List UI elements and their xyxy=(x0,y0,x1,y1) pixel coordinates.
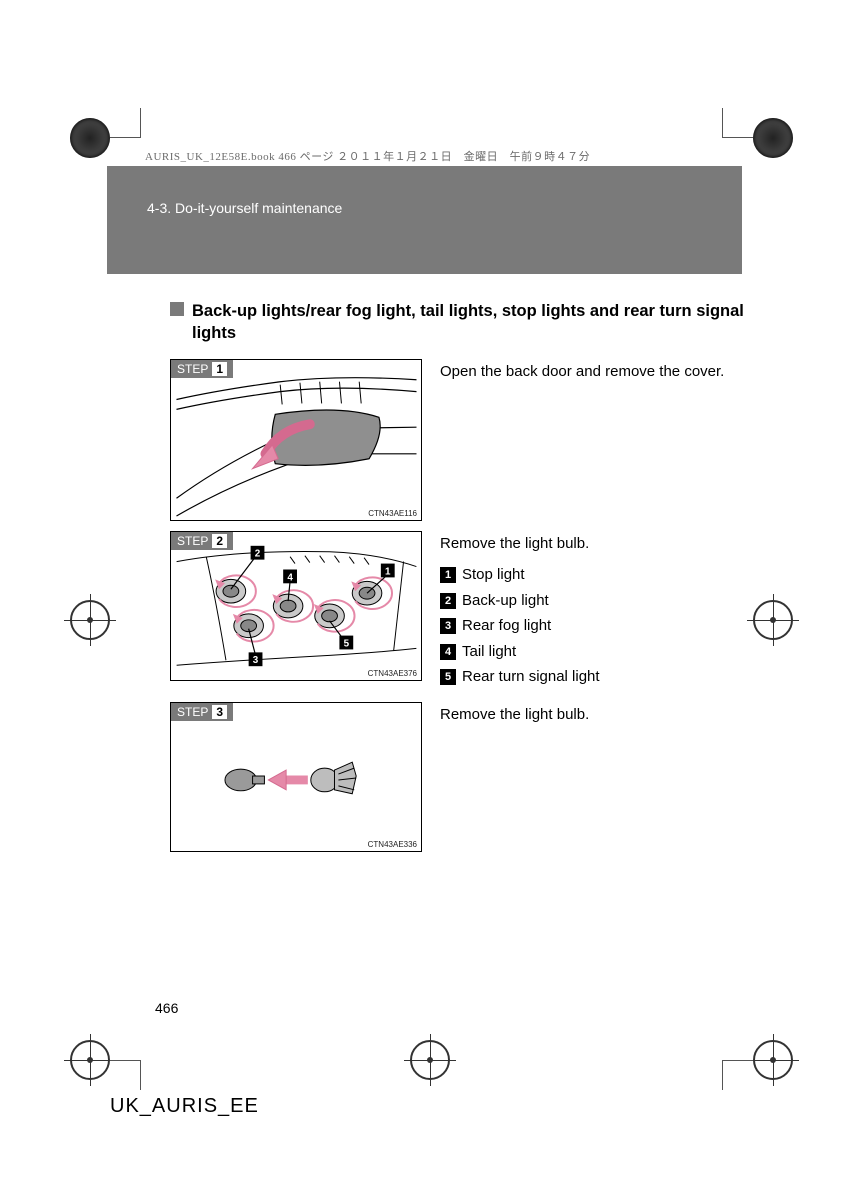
step-2-desc-text: Remove the light bulb. xyxy=(440,533,750,556)
regmark-bottom-right xyxy=(753,1040,793,1080)
regmark-bottom-left xyxy=(70,1040,110,1080)
step-label: STEP xyxy=(177,362,208,376)
section-band-text: 4-3. Do-it-yourself maintenance xyxy=(147,200,342,216)
figure-3-illustration xyxy=(171,703,421,851)
list-item: 4 Tail light xyxy=(440,641,750,664)
figure-step-2: STEP 2 xyxy=(170,531,422,681)
item-label: Rear turn signal light xyxy=(462,666,600,689)
footer-label: UK_AURIS_EE xyxy=(110,1095,259,1118)
list-item: 5 Rear turn signal light xyxy=(440,666,750,689)
step-number: 1 xyxy=(212,362,227,376)
svg-text:1: 1 xyxy=(385,566,391,577)
regmark-mid-right xyxy=(753,600,793,640)
list-item: 2 Back-up light xyxy=(440,590,750,613)
step-row-2: STEP 2 xyxy=(170,531,750,692)
meta-header: AURIS_UK_12E58E.book 466 ページ ２０１１年１月２１日 … xyxy=(145,148,590,164)
page-number: 466 xyxy=(155,1000,178,1016)
figure-code: CTN43AE376 xyxy=(368,669,417,678)
item-number: 2 xyxy=(440,593,456,609)
step-row-1: STEP 1 CTN43AE116 Open the back door and… xyxy=(170,359,750,521)
step-row-3: STEP 3 CTN43AE336 Remove the light bulb. xyxy=(170,702,750,852)
svg-text:5: 5 xyxy=(344,638,350,649)
crop-tick xyxy=(140,1060,141,1090)
step-number: 3 xyxy=(212,705,227,719)
step-number: 2 xyxy=(212,534,227,548)
section-title: Back-up lights/rear fog light, tail ligh… xyxy=(192,300,750,345)
step-label: STEP xyxy=(177,534,208,548)
item-number: 5 xyxy=(440,669,456,685)
regmark-top-right xyxy=(753,118,793,158)
crop-tick xyxy=(722,1060,723,1090)
item-number: 1 xyxy=(440,567,456,583)
step-1-desc: Open the back door and remove the cover. xyxy=(440,359,750,384)
figure-code: CTN43AE336 xyxy=(368,840,417,849)
figure-2-illustration: 1 2 3 4 5 xyxy=(171,532,421,680)
item-number: 4 xyxy=(440,644,456,660)
crop-tick xyxy=(110,137,140,138)
crop-tick xyxy=(110,1060,140,1061)
list-item: 3 Rear fog light xyxy=(440,615,750,638)
crop-tick xyxy=(140,108,141,138)
bullet-square-icon xyxy=(170,302,184,316)
step-3-desc: Remove the light bulb. xyxy=(440,702,750,727)
figure-code: CTN43AE116 xyxy=(368,509,417,518)
list-item: 1 Stop light xyxy=(440,564,750,587)
figure-step-1: STEP 1 CTN43AE116 xyxy=(170,359,422,521)
figure-1-illustration xyxy=(171,360,421,520)
regmark-top-left xyxy=(70,118,110,158)
svg-text:4: 4 xyxy=(287,572,293,583)
section-heading: Back-up lights/rear fog light, tail ligh… xyxy=(170,300,750,345)
crop-tick xyxy=(723,137,753,138)
step-tag: STEP 3 xyxy=(171,703,233,721)
item-label: Stop light xyxy=(462,564,525,587)
regmark-bottom-mid xyxy=(410,1040,450,1080)
item-label: Tail light xyxy=(462,641,516,664)
crop-tick xyxy=(723,1060,753,1061)
regmark-mid-left xyxy=(70,600,110,640)
step-tag: STEP 2 xyxy=(171,532,233,550)
item-label: Back-up light xyxy=(462,590,549,613)
content-area: Back-up lights/rear fog light, tail ligh… xyxy=(170,300,750,862)
crop-tick xyxy=(722,108,723,138)
item-number: 3 xyxy=(440,618,456,634)
svg-text:2: 2 xyxy=(255,548,261,559)
step-tag: STEP 1 xyxy=(171,360,233,378)
section-band: 4-3. Do-it-yourself maintenance xyxy=(107,166,742,274)
svg-text:3: 3 xyxy=(253,655,259,666)
item-label: Rear fog light xyxy=(462,615,551,638)
figure-step-3: STEP 3 CTN43AE336 xyxy=(170,702,422,852)
step-2-desc: Remove the light bulb. 1 Stop light 2 Back… xyxy=(440,531,750,692)
step-label: STEP xyxy=(177,705,208,719)
